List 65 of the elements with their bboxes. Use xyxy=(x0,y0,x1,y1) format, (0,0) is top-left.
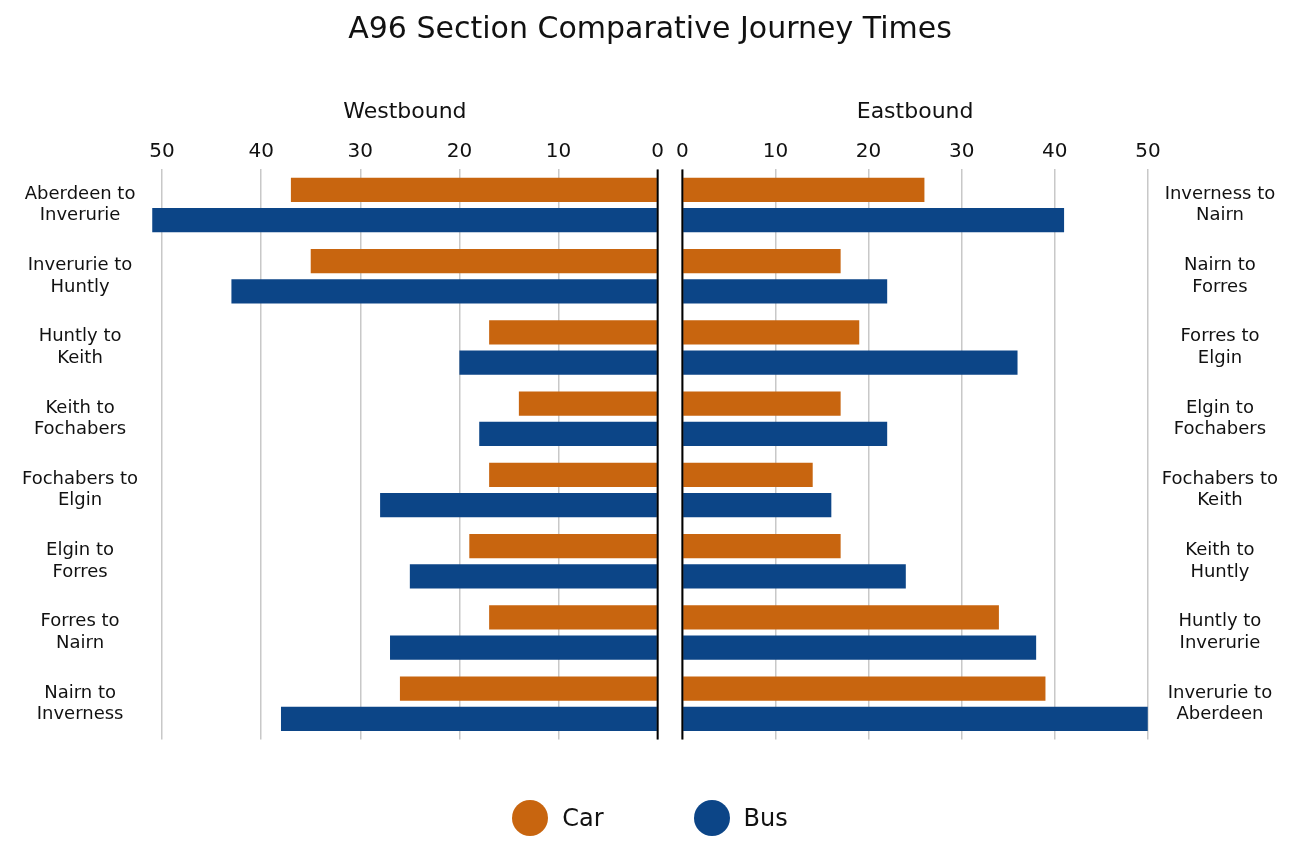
x-tick-label: 40 xyxy=(248,137,274,162)
x-tick-label: 30 xyxy=(948,137,975,162)
bar xyxy=(683,350,1018,375)
bar xyxy=(683,391,841,416)
bar xyxy=(469,534,657,559)
bar xyxy=(518,391,657,416)
x-tick-label: 50 xyxy=(1135,137,1161,162)
y-tick-label: Forres to Nairn xyxy=(40,609,120,652)
y-tick-label: Aberdeen to Inverurie xyxy=(24,181,136,225)
bar xyxy=(390,635,657,660)
bar xyxy=(683,462,813,487)
x-tick-label: 50 xyxy=(149,137,175,162)
y-tick-label: Keith to Huntly xyxy=(1185,538,1255,581)
y-tick-label: Inverurie to Huntly xyxy=(27,253,133,296)
y-tick-label: Elgin to Forres xyxy=(46,538,115,581)
bar xyxy=(489,605,657,630)
y-tick-label: Nairn to Forres xyxy=(1184,253,1256,296)
x-tick-label: 0 xyxy=(651,137,664,162)
y-tick-label: Elgin to Fochabers xyxy=(1173,395,1267,439)
bar xyxy=(683,177,925,202)
bar xyxy=(683,249,841,274)
y-tick-label: Fochabers to Keith xyxy=(1161,466,1279,510)
y-tick-label: Forres to Elgin xyxy=(1180,324,1260,367)
bar xyxy=(290,177,657,202)
y-tick-label: Inverurie to Aberdeen xyxy=(1167,680,1273,724)
chart-title: A96 Section Comparative Journey Times xyxy=(347,10,953,45)
y-tick-label: Fochabers to Elgin xyxy=(21,466,139,510)
bar xyxy=(489,320,657,345)
bar xyxy=(459,350,657,375)
x-tick-label: 0 xyxy=(676,137,689,162)
bar xyxy=(683,564,906,589)
bar xyxy=(399,676,657,701)
bar xyxy=(683,421,888,447)
bar xyxy=(683,706,1148,732)
bar xyxy=(683,279,888,304)
x-tick-label: 40 xyxy=(1042,137,1068,162)
legend-label: Car xyxy=(562,804,604,832)
x-axis-title: Eastbound xyxy=(856,97,974,123)
bar xyxy=(683,320,860,345)
x-tick-label: 20 xyxy=(855,137,882,162)
legend-label: Bus xyxy=(743,804,788,832)
x-tick-label: 30 xyxy=(347,137,374,162)
bar xyxy=(310,249,657,274)
y-tick-label: Nairn to Inverness xyxy=(36,680,124,724)
bar xyxy=(683,676,1046,701)
bar xyxy=(409,564,657,589)
x-tick-label: 10 xyxy=(762,137,789,162)
bar xyxy=(280,706,657,732)
bar xyxy=(683,493,832,518)
bar xyxy=(231,279,657,304)
bar xyxy=(489,462,657,487)
bar xyxy=(683,605,999,630)
x-tick-label: 10 xyxy=(545,137,572,162)
bar xyxy=(380,493,657,518)
bar xyxy=(683,635,1037,660)
y-tick-label: Keith to Fochabers xyxy=(33,395,127,439)
y-tick-label: Huntly to Inverurie xyxy=(1178,609,1262,652)
bar xyxy=(479,421,657,447)
bar xyxy=(683,208,1065,233)
bar xyxy=(683,534,841,559)
x-tick-label: 20 xyxy=(446,137,473,162)
bar xyxy=(152,208,657,233)
x-axis-title: Westbound xyxy=(343,97,467,123)
y-tick-label: Inverness to Nairn xyxy=(1164,181,1276,225)
y-tick-label: Huntly to Keith xyxy=(38,324,122,367)
